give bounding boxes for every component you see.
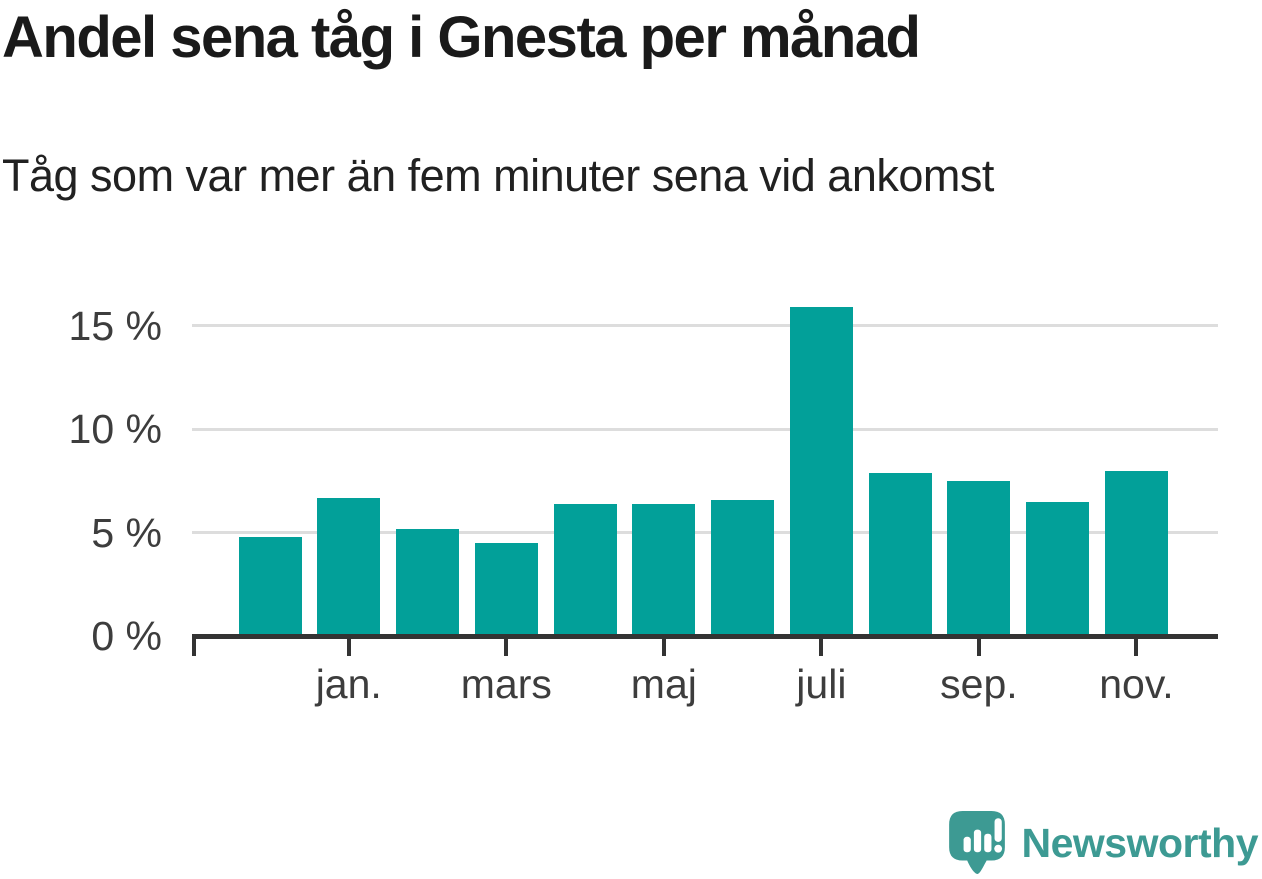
newsworthy-wordmark: Newsworthy [1021, 819, 1259, 866]
x-axis-label-nov: nov. [1099, 661, 1174, 707]
x-axis-label-sep: sep. [940, 661, 1018, 707]
y-axis-label-10: 10 % [68, 406, 162, 453]
bar-juli [789, 307, 853, 636]
chart-title: Andel sena tåg i Gnesta per månad [2, 5, 921, 70]
bar-sep [947, 480, 1011, 636]
x-axis-label-maj: maj [630, 661, 697, 707]
bar-feb [396, 528, 460, 636]
newsworthy-logo-icon [948, 811, 1005, 874]
bar-aug [868, 472, 932, 636]
x-axis-tick-maj [661, 638, 666, 656]
chart-subtitle: Tåg som var mer än fem minuter sena vid … [2, 150, 994, 201]
x-axis-line [192, 633, 1218, 639]
x-axis-label-mars: mars [460, 661, 552, 707]
bar-dec [238, 536, 302, 636]
x-axis-label-juli: juli [796, 661, 847, 707]
x-axis-tick-jan [346, 638, 351, 656]
bar-juni [711, 499, 775, 636]
x-axis-tick-mars [504, 638, 509, 656]
y-axis-label-5: 5 % [91, 509, 162, 556]
bar-mars [474, 542, 538, 636]
gridline-10-percent [192, 427, 1218, 431]
newsworthy-branding: Newsworthy [948, 810, 1259, 876]
bar-apr [553, 503, 617, 636]
bar-nov [1104, 470, 1168, 636]
y-axis-label-0: 0 % [91, 613, 162, 659]
x-axis-tick-juli [819, 638, 824, 656]
bar-okt [1026, 501, 1090, 636]
x-axis-label-jan: jan. [315, 661, 382, 707]
bar-maj [632, 503, 696, 636]
gridline-15-percent [192, 324, 1218, 328]
gridline-5-percent [192, 531, 1218, 535]
y-axis-label-15: 15 % [68, 302, 162, 349]
x-axis-start-tick [192, 638, 196, 656]
x-axis-tick-nov [1134, 638, 1139, 656]
x-axis-tick-sep [976, 638, 981, 656]
bar-jan [317, 497, 381, 636]
